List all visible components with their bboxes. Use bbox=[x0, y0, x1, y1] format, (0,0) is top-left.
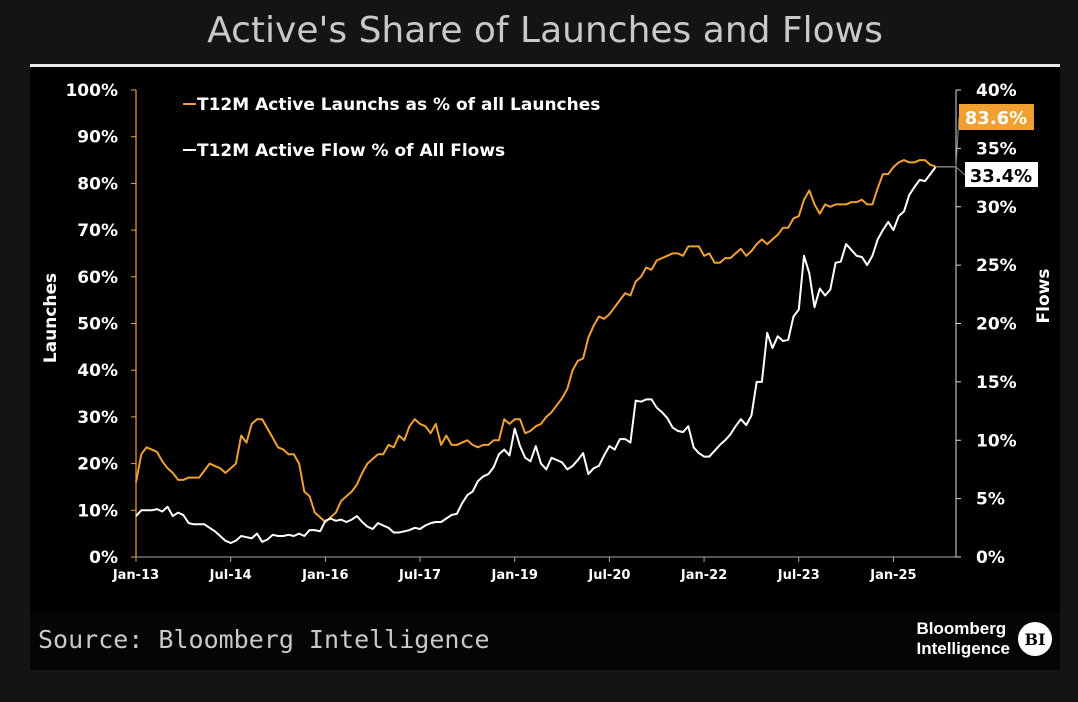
legend: T12M Active Launchs as % of all Launches… bbox=[183, 95, 600, 161]
x-tick-label: Jul-14 bbox=[209, 568, 252, 583]
right-tick-label: 0% bbox=[976, 548, 1005, 568]
series-line-flows bbox=[135, 166, 937, 544]
source-note: Source: Bloomberg Intelligence bbox=[38, 625, 490, 654]
left-tick-label: 80% bbox=[77, 174, 118, 194]
x-tick-label: Jan-13 bbox=[112, 568, 159, 583]
chart-panel bbox=[30, 64, 1060, 614]
right-tick-label: 15% bbox=[976, 373, 1017, 393]
last-value-launches-box bbox=[959, 104, 1034, 130]
series-line-launches bbox=[135, 159, 936, 523]
right-axis-label: Flows bbox=[1034, 269, 1054, 324]
x-tick-label: Jul-17 bbox=[398, 568, 441, 583]
right-tick-label: 10% bbox=[976, 431, 1017, 451]
series-lines bbox=[135, 116, 966, 544]
left-tick-label: 50% bbox=[77, 315, 118, 335]
x-tick-label: Jan-22 bbox=[680, 568, 727, 583]
logo-line1: Bloomberg bbox=[916, 619, 1007, 638]
left-tick-label: 100% bbox=[65, 81, 118, 101]
right-tick-label: 40% bbox=[976, 81, 1017, 101]
footer: Source: Bloomberg Intelligence Bloomberg… bbox=[30, 613, 1060, 670]
flows-label-connector bbox=[935, 166, 966, 176]
left-tick-label: 60% bbox=[77, 268, 118, 288]
right-tick-label: 20% bbox=[976, 315, 1017, 335]
chart-title: Active's Share of Launches and Flows bbox=[207, 10, 883, 51]
right-tick-label: 35% bbox=[976, 139, 1017, 159]
logo-badge: BI bbox=[1018, 622, 1052, 656]
axes: 0% 10% 20% 30% 40% 50% 60% 70% 80% 90% 100% 0% 5% 10%… bbox=[65, 81, 1016, 583]
last-value-flows: 33.4% bbox=[965, 162, 1038, 187]
right-tick-label: 5% bbox=[976, 490, 1005, 510]
last-value-launches: 83.6% bbox=[959, 104, 1034, 130]
left-tick-label: 20% bbox=[77, 455, 118, 475]
left-tick-label: 70% bbox=[77, 221, 118, 241]
x-tick-label: Jan-16 bbox=[301, 568, 348, 583]
left-tick-label: 90% bbox=[77, 128, 118, 148]
x-tick-label: Jul-23 bbox=[777, 568, 820, 583]
right-tick-label: 30% bbox=[976, 198, 1017, 218]
left-tick-label: 0% bbox=[89, 548, 118, 568]
x-tick-label: Jan-19 bbox=[491, 568, 538, 583]
left-tick-label: 10% bbox=[77, 501, 118, 521]
logo-line2: Intelligence bbox=[916, 639, 1010, 658]
x-tick-label: Jul-20 bbox=[587, 568, 630, 583]
x-tick-label: Jan-25 bbox=[869, 568, 916, 583]
legend-label-launches: T12M Active Launchs as % of all Launches bbox=[197, 95, 600, 115]
launches-label-connector bbox=[935, 116, 960, 168]
left-axis-label: Launches bbox=[41, 273, 61, 363]
left-tick-label: 40% bbox=[77, 361, 118, 381]
right-tick-label: 25% bbox=[976, 256, 1017, 276]
last-value-launches-text: 83.6% bbox=[965, 108, 1027, 129]
last-value-flows-text: 33.4% bbox=[970, 166, 1032, 187]
bloomberg-intelligence-logo: Bloomberg Intelligence BI bbox=[916, 619, 1052, 659]
legend-label-flows: T12M Active Flow % of All Flows bbox=[197, 141, 505, 161]
last-value-flows-box bbox=[965, 162, 1038, 187]
left-tick-label: 30% bbox=[77, 408, 118, 428]
